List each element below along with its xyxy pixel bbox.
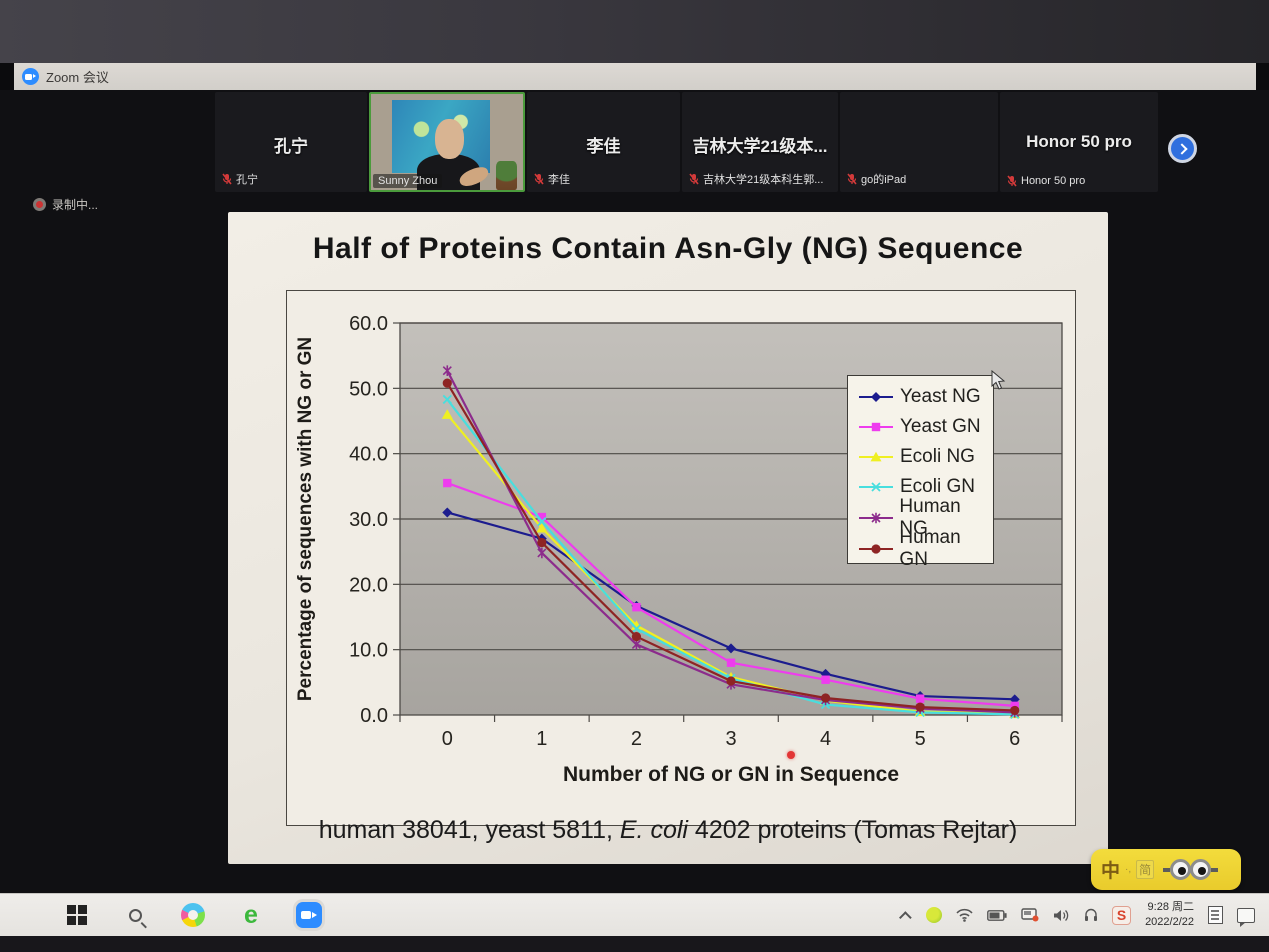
meeting-content-area: 孔宁 孔宁 Sunny Zhou 李佳 李佳 吉林大学21级本... — [0, 90, 1269, 893]
sogou-tray-icon[interactable]: S — [1112, 905, 1132, 925]
notification-center-icon[interactable] — [1237, 907, 1255, 927]
svg-text:60.0: 60.0 — [349, 313, 388, 335]
svg-text:1: 1 — [536, 728, 547, 750]
chevron-right-icon — [1175, 142, 1188, 155]
svg-text:Number of NG or GN in Sequence: Number of NG or GN in Sequence — [563, 763, 899, 786]
svg-text:20.0: 20.0 — [349, 574, 388, 596]
next-participants-button[interactable] — [1168, 134, 1197, 163]
battery-icon[interactable] — [987, 909, 1007, 921]
laptop-bezel-bottom — [0, 936, 1269, 952]
internet-explorer-icon: e — [244, 900, 258, 929]
laser-pointer-dot — [787, 751, 795, 759]
svg-text:4: 4 — [820, 728, 831, 750]
muted-mic-icon — [847, 173, 857, 185]
caption-text: 4202 proteins (Tomas Rejtar) — [687, 816, 1018, 844]
svg-text:Percentage of sequences with N: Percentage of sequences with NG or GN — [295, 337, 316, 701]
edge-browser-icon — [181, 903, 205, 927]
display-icon[interactable] — [1021, 908, 1039, 922]
participant-tile[interactable]: 孔宁 孔宁 — [215, 92, 367, 192]
muted-mic-icon — [1007, 175, 1017, 187]
taskbar-zoom-button[interactable] — [292, 898, 326, 932]
caption-italic-text: E. coli — [619, 816, 688, 844]
touch-keyboard-icon[interactable] — [1208, 906, 1223, 924]
participant-label: 吉林大学21级本科生郭... — [703, 174, 824, 186]
participant-label: 李佳 — [548, 174, 570, 186]
mouse-cursor — [991, 370, 1006, 390]
slide-caption: human 38041, yeast 5811, E. coli 4202 pr… — [228, 816, 1108, 845]
participant-label: go的iPad — [861, 174, 907, 186]
legend-item: Yeast NG — [857, 383, 993, 411]
recording-dot-icon — [33, 198, 46, 211]
legend-item: Ecoli NG — [857, 443, 993, 471]
zoom-camera-icon — [22, 68, 39, 85]
svg-text:50.0: 50.0 — [349, 378, 388, 400]
laptop-bezel-top — [0, 0, 1269, 63]
svg-text:6: 6 — [1009, 728, 1020, 750]
participant-tile-video[interactable]: Sunny Zhou — [369, 92, 525, 192]
ime-language-indicator[interactable]: 中 — [1101, 861, 1121, 882]
sogou-goggles-icon[interactable] — [1163, 859, 1219, 880]
svg-text:0.0: 0.0 — [360, 705, 388, 727]
participant-tile[interactable]: 李佳 李佳 — [527, 92, 680, 192]
windows-taskbar: e S 9:28 周二 2022/2/22 — [0, 893, 1269, 936]
audio-device-icon[interactable] — [1084, 908, 1098, 922]
window-title: Zoom 会议 — [46, 70, 109, 85]
participant-tile[interactable]: 吉林大学21级本... 吉林大学21级本科生郭... — [682, 92, 838, 192]
participant-strip: 孔宁 孔宁 Sunny Zhou 李佳 李佳 吉林大学21级本... — [0, 92, 1269, 196]
clock-date: 2022/2/22 — [1145, 916, 1194, 928]
series-human-gn — [442, 378, 1020, 716]
tray-green-app-icon[interactable] — [926, 907, 943, 923]
legend-item: Human GN — [857, 527, 993, 570]
ime-punctuation-indicator[interactable]: ·, — [1125, 864, 1132, 875]
legend-item: Yeast GN — [857, 413, 993, 441]
taskbar-ie-button[interactable]: e — [234, 898, 268, 932]
svg-text:10.0: 10.0 — [349, 640, 388, 662]
svg-text:30.0: 30.0 — [349, 509, 388, 531]
taskbar-edge-button[interactable] — [176, 898, 210, 932]
participant-label: Sunny Zhou — [378, 175, 438, 187]
participant-label: Honor 50 pro — [1021, 175, 1086, 187]
speaker-icon[interactable] — [1053, 909, 1070, 922]
participant-display-name: Honor 50 pro — [1026, 132, 1132, 151]
recording-indicator: 录制中... — [33, 196, 98, 213]
wifi-icon[interactable] — [956, 908, 973, 922]
slide-title: Half of Proteins Contain Asn-Gly (NG) Se… — [312, 232, 1024, 265]
svg-text:5: 5 — [915, 728, 926, 750]
chart-frame: 0.0 10.0 20.0 30.0 40.0 50.0 60.0 0 1 2 3 4 5 6 Number… — [286, 290, 1076, 826]
svg-text:0: 0 — [442, 728, 453, 750]
participant-tile[interactable]: go的iPad — [840, 92, 998, 192]
zoom-app-icon — [296, 902, 322, 928]
recording-label: 录制中... — [52, 198, 99, 212]
svg-text:3: 3 — [725, 728, 736, 750]
start-button[interactable] — [60, 898, 94, 932]
svg-text:40.0: 40.0 — [349, 444, 388, 466]
zoom-window-titlebar[interactable]: Zoom 会议 — [14, 63, 1256, 90]
muted-mic-icon — [534, 173, 544, 185]
participant-display-name: 孔宁 — [274, 137, 308, 156]
clock-time: 9:28 周二 — [1147, 901, 1194, 914]
muted-mic-icon — [689, 173, 699, 185]
ime-toolbar[interactable]: 中 ·, 简 — [1091, 849, 1241, 890]
legend-item: Human NG — [857, 496, 993, 539]
muted-mic-icon — [222, 173, 232, 185]
taskbar-clock[interactable]: 9:28 周二 2022/2/22 — [1145, 900, 1194, 930]
caption-text: human 38041, yeast 5811, — [318, 816, 620, 844]
speaker-head — [434, 118, 464, 160]
tray-expand-icon[interactable] — [899, 910, 912, 924]
participant-label: 孔宁 — [236, 174, 258, 186]
participant-tile[interactable]: Honor 50 pro Honor 50 pro — [1000, 92, 1158, 192]
svg-text:2: 2 — [631, 728, 642, 750]
windows-logo-icon — [67, 905, 87, 925]
legend-item: Ecoli GN — [857, 473, 993, 501]
participant-display-name: 吉林大学21级本... — [692, 137, 828, 156]
chart-legend: Yeast NG Yeast GN Ecoli NG Ecoli GN Human NG… — [847, 375, 994, 570]
search-icon — [128, 908, 142, 922]
participant-display-name: 李佳 — [586, 137, 621, 156]
ime-simplified-indicator[interactable]: 简 — [1136, 860, 1155, 879]
shared-slide: Half of Proteins Contain Asn-Gly (NG) Se… — [228, 212, 1108, 864]
taskbar-search-button[interactable] — [118, 898, 152, 932]
plant-decoration — [495, 161, 517, 190]
